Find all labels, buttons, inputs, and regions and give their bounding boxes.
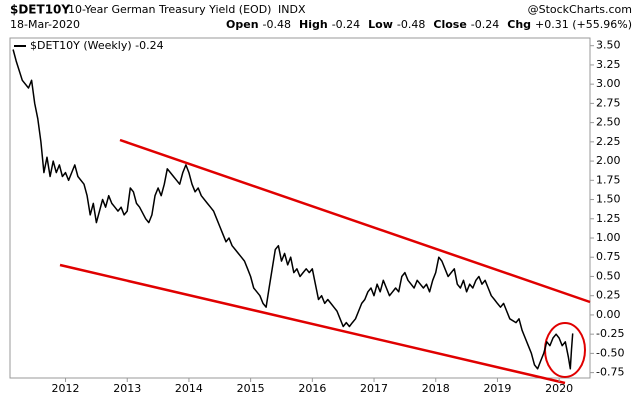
x-tick-label: 2020	[545, 382, 573, 395]
y-tick-label: -0.75	[596, 366, 624, 379]
stat-value: -0.24	[471, 18, 499, 31]
highlight-circle	[544, 322, 586, 378]
x-tick-label: 2017	[360, 382, 388, 395]
price-line	[12, 49, 574, 370]
x-tick-label: 2014	[175, 382, 203, 395]
stat-value: -0.48	[397, 18, 425, 31]
y-tick-label: 1.00	[596, 231, 621, 244]
trend-line	[119, 138, 591, 304]
y-tick-label: 2.50	[596, 116, 621, 129]
y-tick-label: 2.00	[596, 154, 621, 167]
plot-frame	[9, 37, 591, 379]
y-tick-label: 0.00	[596, 308, 621, 321]
y-tick-label: 3.50	[596, 39, 621, 52]
x-tick-label: 2016	[298, 382, 326, 395]
x-tick-label: 2019	[483, 382, 511, 395]
stat-label: Open	[226, 18, 259, 31]
source: @StockCharts.com	[528, 3, 632, 16]
y-tick-label: 0.50	[596, 269, 621, 282]
y-tick-label: 0.25	[596, 289, 621, 302]
stat-label: High	[299, 18, 328, 31]
y-tick-label: -0.50	[596, 346, 624, 359]
stat-label: Low	[368, 18, 393, 31]
y-tick-label: 2.25	[596, 135, 621, 148]
stats: Open -0.48 High -0.24 Low -0.48 Close -0.24 Chg +…	[226, 18, 632, 31]
y-tick-label: 1.75	[596, 173, 621, 186]
legend-label: $DET10Y (Weekly) -0.24	[30, 39, 164, 52]
y-tick-label: 3.00	[596, 77, 621, 90]
exchange: INDX	[278, 3, 306, 16]
x-tick-label: 2015	[237, 382, 265, 395]
y-tick-label: 1.25	[596, 212, 621, 225]
y-tick-label: 2.75	[596, 96, 621, 109]
x-tick-label: 2013	[113, 382, 141, 395]
y-tick-label: 0.75	[596, 250, 621, 263]
trend-line	[59, 263, 566, 385]
chart-title: 10-Year German Treasury Yield (EOD)	[68, 3, 271, 16]
y-tick-label: -0.25	[596, 327, 624, 340]
symbol: $DET10Y	[10, 3, 70, 17]
x-tick-label: 2012	[52, 382, 80, 395]
date: 18-Mar-2020	[10, 18, 80, 31]
stat-value: -0.48	[263, 18, 291, 31]
x-tick-label: 2018	[422, 382, 450, 395]
y-tick-label: 1.50	[596, 193, 621, 206]
stat-value: -0.24	[332, 18, 360, 31]
stat-label: Chg	[507, 18, 531, 31]
y-tick-label: 3.25	[596, 58, 621, 71]
stat-label: Close	[433, 18, 466, 31]
stat-value: +0.31 (+55.96%)	[535, 18, 632, 31]
